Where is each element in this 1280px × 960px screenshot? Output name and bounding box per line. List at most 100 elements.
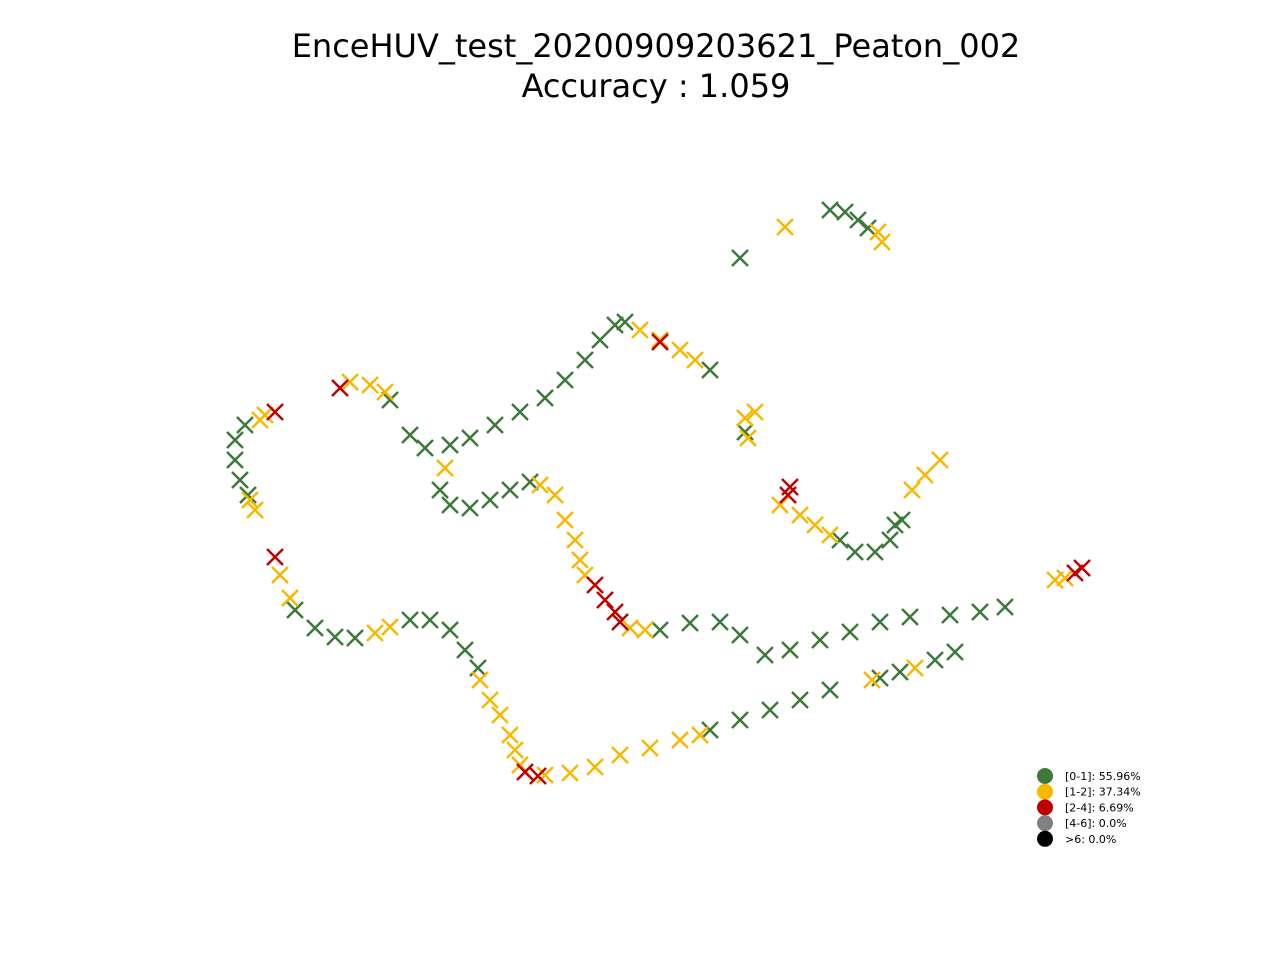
- point: [511, 403, 529, 421]
- point: [326, 628, 344, 646]
- point: [926, 651, 944, 669]
- point: [779, 486, 797, 504]
- point: [781, 641, 799, 659]
- legend-label: >6: 0.0%: [1065, 833, 1116, 846]
- point: [586, 576, 604, 594]
- point: [931, 451, 949, 469]
- point: [381, 618, 399, 636]
- point: [571, 551, 589, 569]
- point: [306, 619, 324, 637]
- point: [256, 406, 274, 424]
- point: [891, 663, 909, 681]
- point: [606, 316, 624, 334]
- point: [246, 501, 264, 519]
- point: [831, 531, 849, 549]
- chart-subtitle: Accuracy : 1.059: [522, 67, 791, 105]
- point: [971, 603, 989, 621]
- point: [731, 711, 749, 729]
- point: [586, 758, 604, 776]
- legend-label: [2-4]: 6.69%: [1065, 801, 1134, 814]
- point: [731, 626, 749, 644]
- point: [701, 361, 719, 379]
- point: [941, 606, 959, 624]
- point: [556, 371, 574, 389]
- point: [616, 313, 634, 331]
- point: [863, 671, 881, 689]
- point: [471, 671, 489, 689]
- point: [849, 211, 867, 229]
- point: [859, 219, 877, 237]
- legend-label: [0-1]: 55.96%: [1065, 770, 1141, 783]
- point: [401, 611, 419, 629]
- point: [611, 746, 629, 764]
- point: [416, 439, 434, 457]
- point: [531, 476, 549, 494]
- point: [731, 249, 749, 267]
- point: [266, 403, 284, 421]
- point: [821, 681, 839, 699]
- point: [431, 481, 449, 499]
- point: [1056, 569, 1074, 587]
- point: [491, 706, 509, 724]
- point: [761, 701, 779, 719]
- point: [686, 351, 704, 369]
- point: [906, 659, 924, 677]
- point: [536, 389, 554, 407]
- point: [546, 486, 564, 504]
- point: [241, 491, 259, 509]
- point: [746, 403, 764, 421]
- point: [821, 201, 839, 219]
- point: [501, 481, 519, 499]
- point: [226, 451, 244, 469]
- point: [521, 473, 539, 491]
- point: [701, 721, 719, 739]
- point: [791, 506, 809, 524]
- point: [641, 739, 659, 757]
- point: [226, 431, 244, 449]
- point: [1073, 559, 1091, 577]
- point: [806, 516, 824, 534]
- point: [401, 426, 419, 444]
- point: [651, 333, 669, 351]
- point: [231, 471, 249, 489]
- point: [671, 731, 689, 749]
- point: [846, 543, 864, 561]
- point: [481, 691, 499, 709]
- point: [506, 741, 524, 759]
- point: [756, 646, 774, 664]
- point: [266, 548, 284, 566]
- point: [501, 726, 519, 744]
- point: [631, 321, 649, 339]
- point: [736, 423, 754, 441]
- point: [529, 767, 547, 785]
- chart-title: EnceHUV_test_20200909203621_Peaton_002: [292, 27, 1021, 65]
- point: [711, 613, 729, 631]
- point: [236, 416, 254, 434]
- point: [381, 391, 399, 409]
- point: [811, 631, 829, 649]
- point: [441, 621, 459, 639]
- point: [739, 429, 757, 447]
- point: [281, 589, 299, 607]
- point: [776, 218, 794, 236]
- point: [271, 566, 289, 584]
- point: [916, 466, 934, 484]
- point: [671, 341, 689, 359]
- point: [791, 691, 809, 709]
- point: [361, 376, 379, 394]
- point: [286, 601, 304, 619]
- point: [691, 726, 709, 744]
- point: [436, 459, 454, 477]
- legend-marker: [1037, 768, 1053, 784]
- point: [366, 624, 384, 642]
- point: [996, 598, 1014, 616]
- point: [903, 481, 921, 499]
- legend-marker: [1037, 815, 1053, 832]
- legend-marker: [1037, 783, 1053, 800]
- point: [481, 491, 499, 509]
- point: [576, 351, 594, 369]
- point: [821, 526, 839, 544]
- point: [441, 496, 459, 514]
- point: [461, 499, 479, 517]
